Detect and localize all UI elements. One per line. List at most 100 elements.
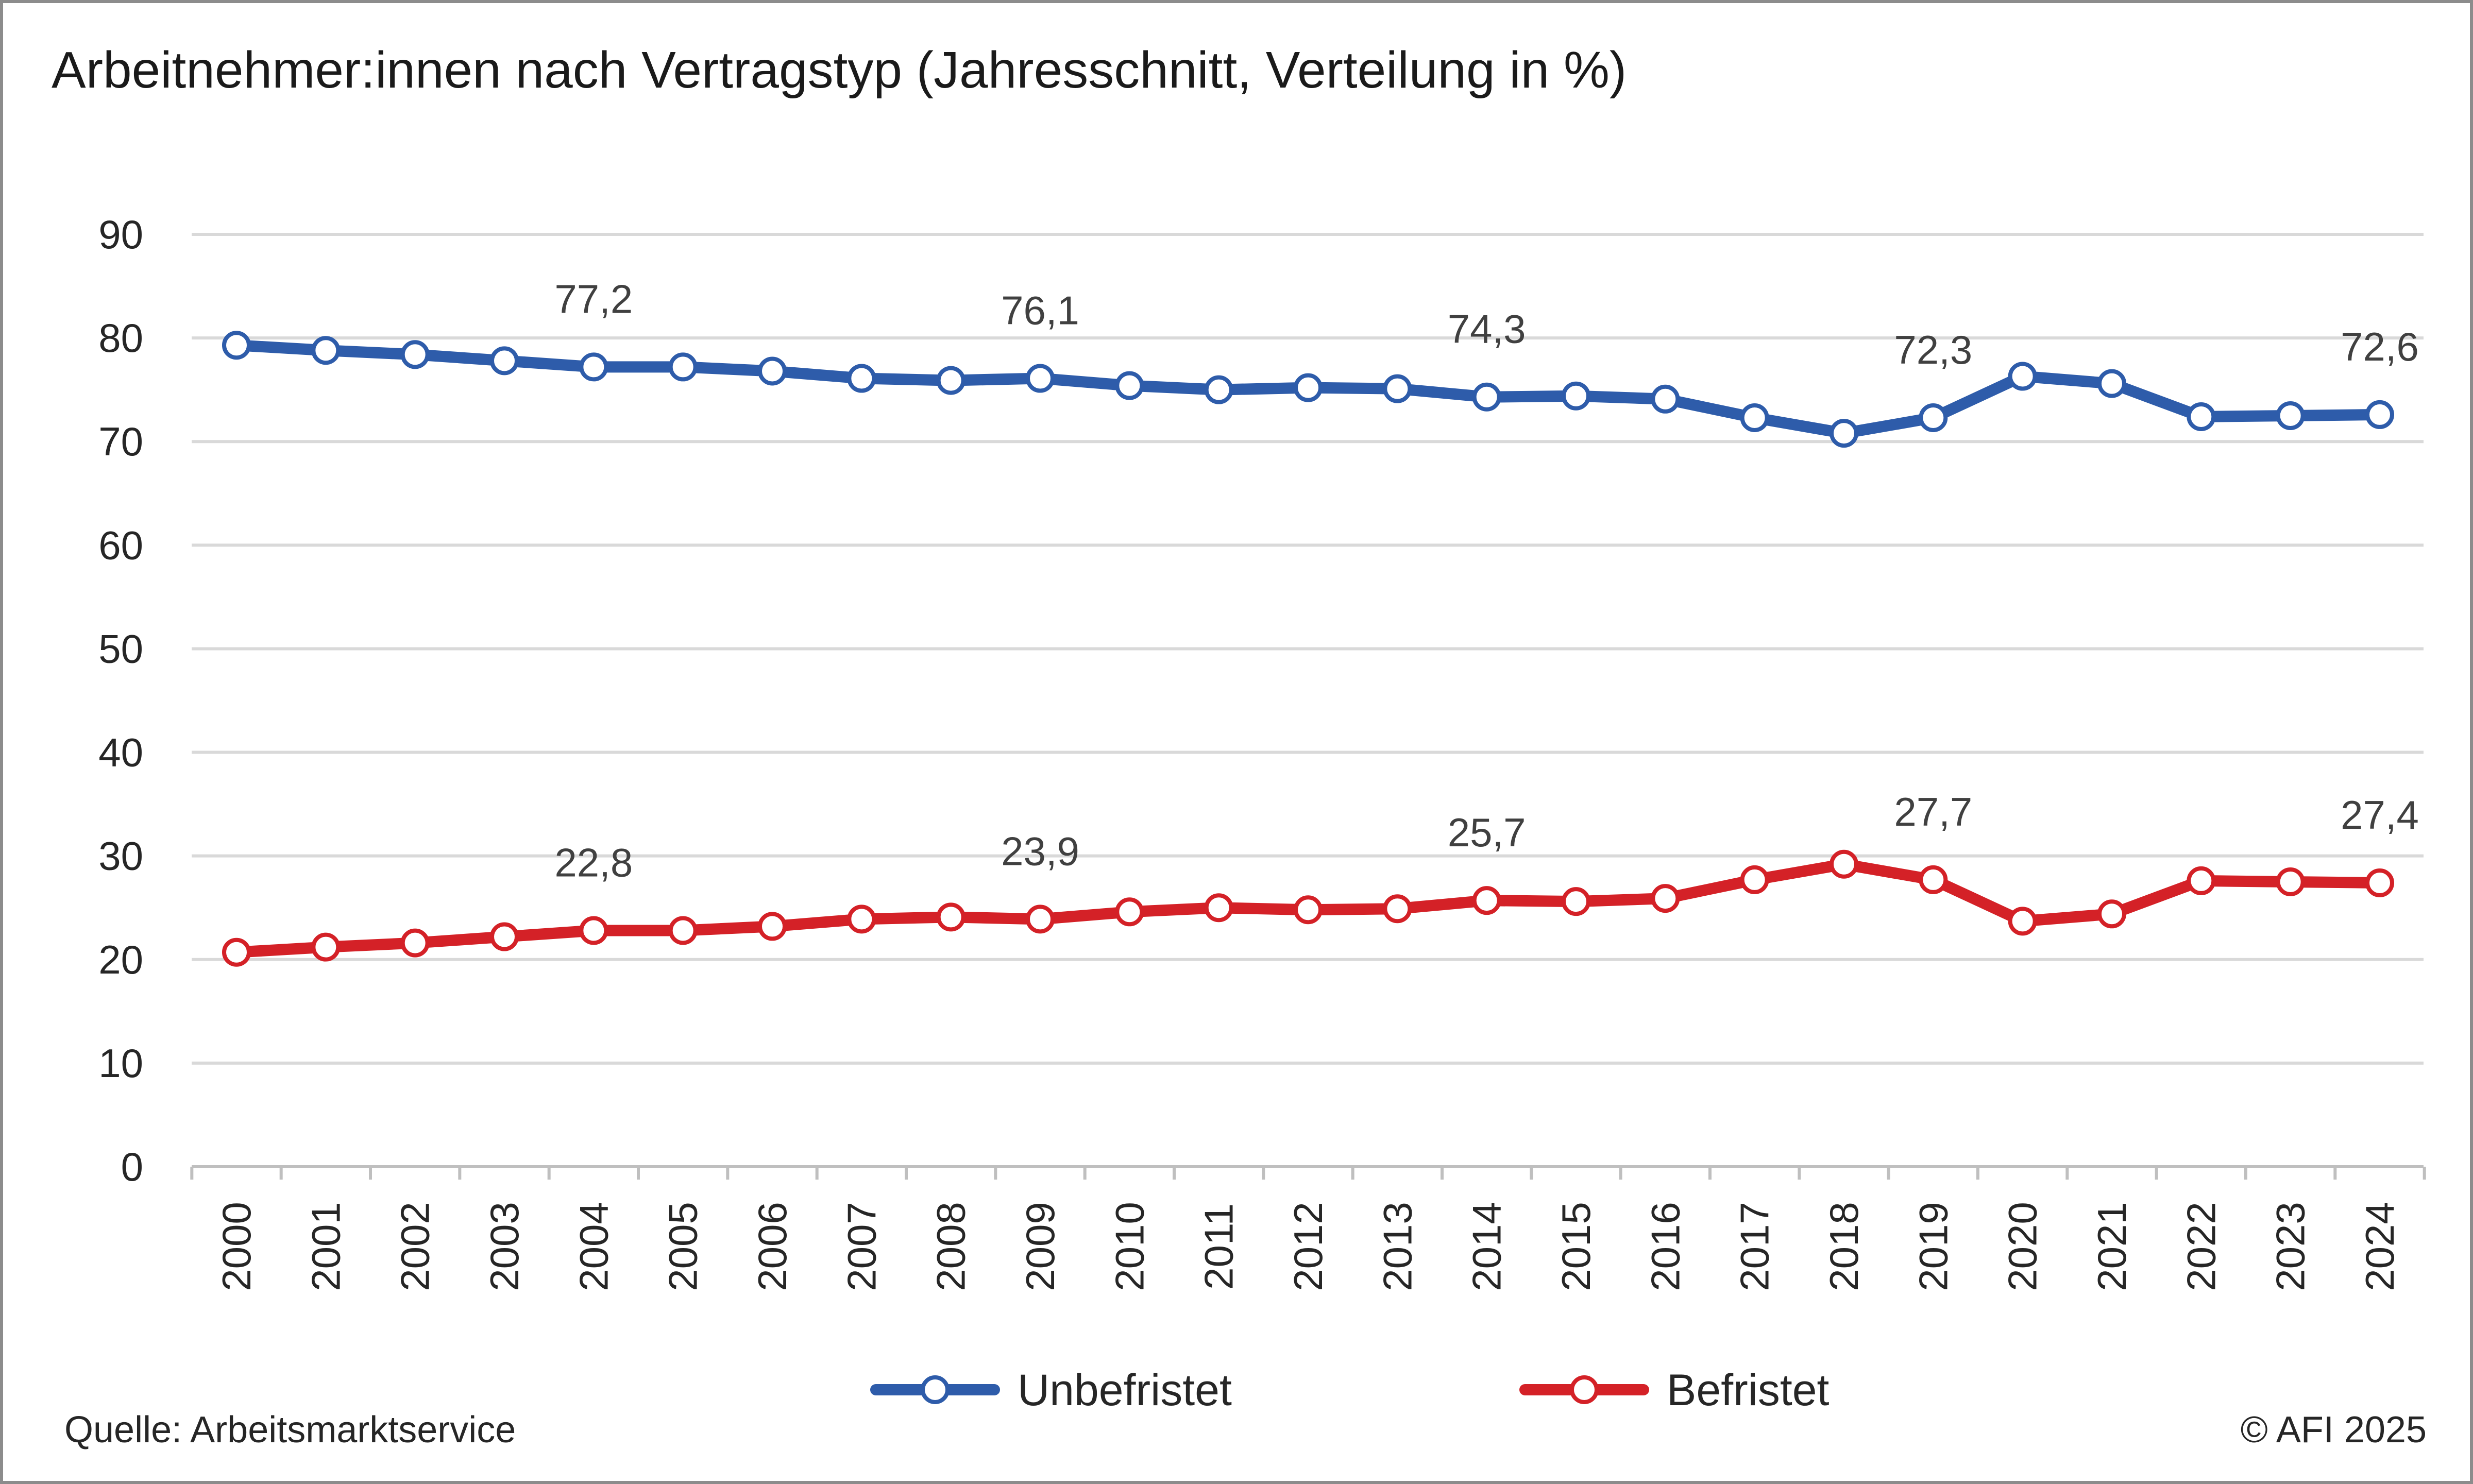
data-point-befristet <box>2187 866 2216 895</box>
y-tick-label: 60 <box>98 522 143 568</box>
data-point-unbefristet <box>490 346 519 376</box>
x-tick-label: 2004 <box>571 1202 616 1291</box>
x-tick-label: 2008 <box>928 1202 974 1291</box>
x-tick-label: 2023 <box>2268 1202 2313 1291</box>
x-tick-label: 2022 <box>2178 1202 2224 1291</box>
data-point-befristet <box>847 905 876 934</box>
data-point-befristet <box>1919 865 1948 894</box>
y-tick-label: 80 <box>98 315 143 361</box>
data-point-unbefristet <box>1383 374 1412 403</box>
data-labels: 77,2 76,1 74,3 72,3 72,6 22,8 23,9 25,7 27,7 27,4 <box>554 276 2418 885</box>
legend-swatch-marker <box>921 1375 950 1404</box>
data-point-befristet <box>2365 868 2394 897</box>
legend-item-unbefristet: Unbefristet <box>870 1366 1232 1415</box>
data-point-befristet <box>1830 849 1858 879</box>
x-tick-label: 2002 <box>393 1202 438 1291</box>
source-note: Quelle: Arbeitsmarktservice <box>64 1409 516 1451</box>
data-point-unbefristet <box>758 356 787 386</box>
x-tick-label: 2020 <box>2000 1202 2045 1291</box>
data-label-befristet: 27,7 <box>1894 789 1972 834</box>
data-label-unbefristet: 77,2 <box>554 276 633 321</box>
data-point-befristet <box>1026 905 1055 934</box>
data-point-unbefristet <box>1562 381 1590 411</box>
x-tick-label: 2016 <box>1642 1202 1688 1291</box>
x-axis-tick-labels: 2000 2001 2002 2003 2004 2005 2006 2007 2008 2009… <box>214 1202 2402 1291</box>
x-tick-label: 2005 <box>660 1202 706 1291</box>
data-label-befristet: 27,4 <box>2341 792 2419 838</box>
data-point-befristet <box>936 902 966 932</box>
data-point-unbefristet <box>1740 403 1769 432</box>
data-point-unbefristet <box>222 331 251 360</box>
x-tick-label: 2017 <box>1732 1202 1777 1291</box>
x-tick-label: 2019 <box>1910 1202 1956 1291</box>
data-point-befristet <box>2008 907 2037 936</box>
data-label-befristet: 23,9 <box>1001 828 1079 874</box>
x-tick-label: 2021 <box>2089 1202 2135 1291</box>
x-tick-label: 2000 <box>214 1202 259 1291</box>
data-point-befristet <box>1294 895 1323 925</box>
data-point-unbefristet <box>1919 403 1948 432</box>
x-tick-label: 2012 <box>1285 1202 1331 1291</box>
data-point-unbefristet <box>1651 384 1680 414</box>
data-point-befristet <box>668 916 698 945</box>
x-tick-label: 2007 <box>839 1202 884 1291</box>
data-point-befristet <box>1472 886 1501 915</box>
series-lines <box>222 331 2394 967</box>
data-point-befristet <box>1115 897 1144 927</box>
data-point-unbefristet <box>847 364 876 393</box>
data-point-befristet <box>1383 894 1412 924</box>
legend-label: Unbefristet <box>1018 1366 1232 1415</box>
x-tick-label: 2018 <box>1821 1202 1867 1291</box>
data-point-unbefristet <box>936 366 966 395</box>
gridlines <box>192 233 2424 1065</box>
x-tick-label: 2006 <box>750 1202 795 1291</box>
data-label-unbefristet: 76,1 <box>1001 288 1079 333</box>
y-tick-label: 0 <box>121 1144 143 1189</box>
data-label-unbefristet: 72,3 <box>1894 327 1972 372</box>
legend-item-befristet: Befristet <box>1519 1366 1830 1415</box>
data-point-befristet <box>758 912 787 941</box>
data-point-befristet <box>1651 884 1680 913</box>
series-befristet <box>222 849 2394 967</box>
data-point-unbefristet <box>2365 400 2394 429</box>
y-tick-label: 40 <box>98 730 143 775</box>
data-point-unbefristet <box>668 352 698 382</box>
y-tick-label: 30 <box>98 833 143 879</box>
x-tick-label: 2015 <box>1553 1202 1599 1291</box>
data-point-befristet <box>2276 867 2305 896</box>
y-tick-label: 50 <box>98 626 143 671</box>
y-tick-label: 20 <box>98 937 143 982</box>
y-tick-label: 70 <box>98 419 143 464</box>
data-point-unbefristet <box>1830 419 1858 448</box>
data-point-unbefristet <box>1294 373 1323 402</box>
y-axis-tick-labels: 0 10 20 30 40 50 60 70 80 90 <box>98 212 143 1189</box>
x-tick-label: 2013 <box>1375 1202 1420 1291</box>
data-point-befristet <box>1740 865 1769 894</box>
data-point-unbefristet <box>1472 382 1501 412</box>
data-point-unbefristet <box>311 336 341 365</box>
x-tick-label: 2011 <box>1196 1203 1242 1290</box>
data-point-unbefristet <box>2276 401 2305 430</box>
data-label-befristet: 22,8 <box>554 840 633 885</box>
legend: Unbefristet Befristet <box>870 1366 1830 1415</box>
x-tick-label: 2024 <box>2357 1202 2402 1291</box>
y-tick-label: 90 <box>98 212 143 257</box>
data-label-unbefristet: 74,3 <box>1448 306 1526 352</box>
data-point-unbefristet <box>2097 369 2126 398</box>
data-point-unbefristet <box>1115 371 1144 400</box>
x-tick-label: 2010 <box>1107 1202 1152 1291</box>
data-point-unbefristet <box>1204 375 1233 404</box>
data-point-befristet <box>1204 893 1233 923</box>
x-tick-label: 2001 <box>303 1202 348 1291</box>
data-point-befristet <box>400 928 430 958</box>
legend-swatch-marker <box>1570 1375 1599 1404</box>
data-point-befristet <box>1562 887 1590 916</box>
data-point-befristet <box>2097 899 2126 929</box>
data-point-befristet <box>490 922 519 951</box>
data-label-unbefristet: 72,6 <box>2341 324 2419 369</box>
data-point-befristet <box>579 916 608 945</box>
data-label-befristet: 25,7 <box>1448 810 1526 855</box>
data-point-unbefristet <box>579 352 608 382</box>
